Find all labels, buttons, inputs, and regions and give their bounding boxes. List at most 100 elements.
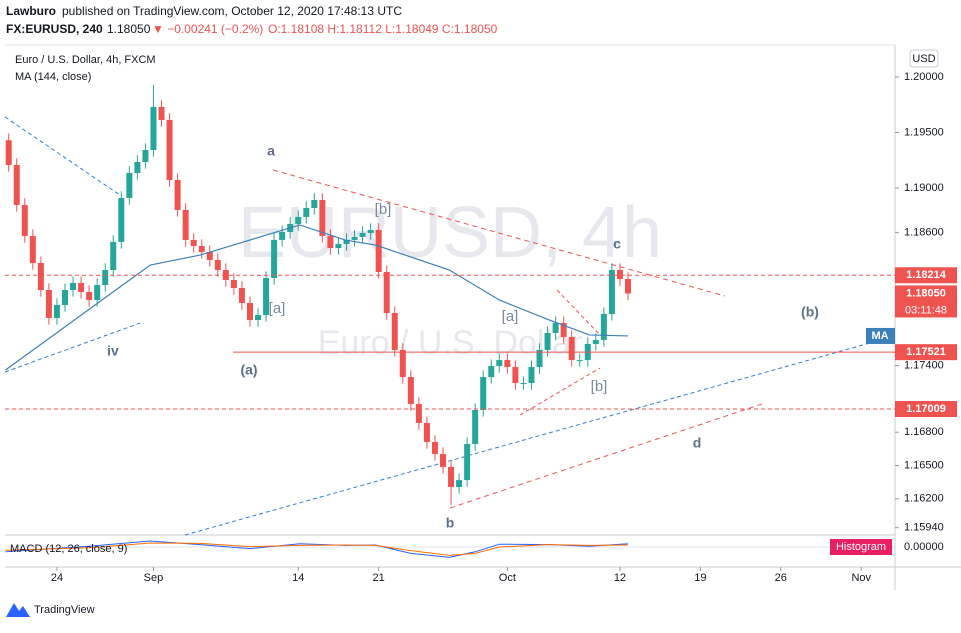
ma-badge-label: MA — [871, 330, 888, 342]
legend-ma: MA (144, close) — [15, 71, 91, 83]
candle-body — [102, 270, 109, 286]
annotation: [a] — [269, 300, 286, 317]
x-tick-label: 12 — [614, 572, 626, 584]
price-badge-label: 1.17521 — [906, 346, 946, 358]
macd-line — [5, 542, 628, 556]
x-tick-label: Sep — [144, 572, 164, 584]
candle-body — [166, 119, 173, 180]
annotation: d — [693, 435, 702, 451]
trendline — [4, 116, 121, 196]
candle-body — [624, 279, 631, 294]
watermark-sub: Euro / U.S. Dollar — [318, 324, 583, 362]
candle-body — [53, 304, 60, 318]
ohlc: O:1.18108 H:1.18112 L:1.18049 C:1.18050 — [268, 22, 498, 36]
candle-body — [198, 246, 205, 253]
histogram-label: Histogram — [836, 541, 886, 553]
candle-body — [391, 312, 398, 350]
currency-button[interactable] — [909, 49, 939, 68]
x-tick-label: 19 — [694, 572, 706, 584]
y-tick-label: 1.16200 — [904, 493, 944, 505]
logo — [6, 603, 30, 617]
candle-body — [399, 349, 406, 378]
candle-body — [45, 290, 52, 318]
candle-body — [118, 197, 125, 242]
candle-body — [94, 285, 101, 300]
price-badge — [895, 344, 957, 361]
histogram-badge — [830, 539, 892, 555]
candle-body — [608, 270, 615, 314]
x-tick-label: 14 — [292, 572, 304, 584]
candle-body — [255, 314, 262, 320]
candle-body — [407, 377, 414, 405]
candle-body — [29, 235, 36, 264]
candle-body — [560, 322, 567, 337]
candle-body — [230, 280, 237, 289]
candle-body — [182, 209, 189, 240]
published: published on TradingView.com, October 12… — [62, 4, 402, 18]
candle-body — [13, 165, 20, 205]
annotation: [b] — [591, 378, 608, 395]
annotation: (b) — [801, 304, 819, 320]
candle-body — [552, 322, 559, 333]
candle-body — [78, 283, 85, 292]
candle-body — [158, 106, 165, 120]
price-badge-label: 1.18214 — [906, 269, 947, 281]
logo-icon — [6, 603, 30, 617]
candle-body — [303, 207, 310, 217]
candle-body — [126, 172, 133, 198]
candle-body — [110, 241, 117, 271]
candle-body — [319, 199, 326, 236]
currency-label[interactable]: USD — [912, 53, 935, 65]
countdown: 03:11:48 — [905, 304, 947, 316]
candle-body — [327, 235, 334, 249]
x-tick-label: Nov — [851, 572, 871, 584]
last-price: 1.18050 — [107, 22, 151, 36]
current-price-label: 1.18050 — [906, 287, 946, 299]
candle-body — [600, 313, 607, 340]
x-tick-label: 21 — [373, 572, 385, 584]
candle-body — [415, 404, 422, 423]
candle-body — [214, 260, 221, 271]
candle-body — [311, 199, 318, 208]
change: ▼ −0.00241 (−0.2%) — [152, 22, 263, 36]
price-badge — [895, 267, 957, 284]
candle-body — [440, 453, 447, 467]
candle-body — [456, 480, 463, 488]
candle-body — [616, 270, 623, 280]
y-tick-label: 1.18600 — [904, 226, 944, 238]
candle-body — [150, 106, 157, 151]
annotation: [b] — [375, 201, 392, 218]
candle-body — [351, 236, 358, 240]
trendline — [449, 402, 766, 509]
trendline — [519, 367, 601, 416]
annotation: c — [613, 236, 621, 252]
symbol: FX:EURUSD, 240 — [6, 22, 103, 36]
candle-body — [86, 291, 93, 300]
y-tick-label: 1.20000 — [904, 71, 944, 83]
candle-body — [134, 162, 141, 173]
candle-body — [512, 367, 519, 384]
candle-body — [359, 232, 366, 237]
y-tick-label: 1.15940 — [904, 522, 944, 534]
price-badge — [895, 401, 957, 418]
candle-body — [206, 252, 213, 261]
candle-body — [246, 302, 253, 320]
annotation: iv — [107, 343, 119, 359]
candle-body — [61, 290, 68, 305]
candle-body — [142, 150, 149, 163]
candle-body — [383, 272, 390, 313]
current-price-badge — [895, 285, 957, 318]
watermark: EURUSD, 4h — [238, 193, 662, 273]
ma-line — [5, 224, 628, 371]
candle-body — [37, 263, 44, 290]
candle-body — [367, 229, 374, 233]
y-tick-label: 1.19000 — [904, 182, 944, 194]
candle-body — [21, 204, 28, 236]
candle-body — [5, 140, 12, 166]
candle-body — [488, 366, 495, 378]
candle-body — [464, 443, 471, 481]
y-tick-label: 1.16500 — [904, 459, 944, 471]
candle-body — [343, 239, 350, 245]
